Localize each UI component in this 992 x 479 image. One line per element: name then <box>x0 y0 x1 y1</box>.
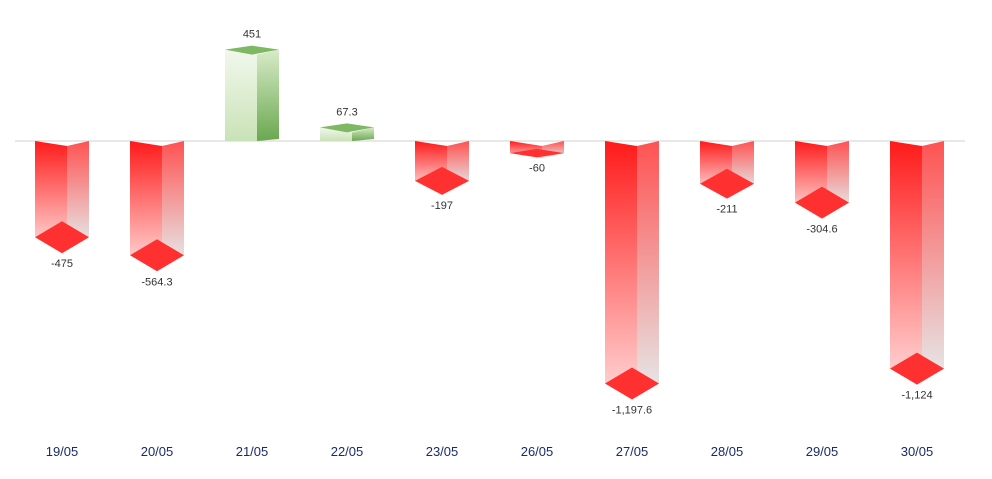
bar-end-cap <box>510 148 564 158</box>
bar-front-face <box>605 141 637 389</box>
bar-end-cap <box>700 168 754 199</box>
bar-22/05 <box>320 123 374 141</box>
bar-value-label: -1,124 <box>901 390 932 402</box>
bar-29/05 <box>795 141 849 219</box>
bar-30/05 <box>890 141 944 385</box>
bar-side-face <box>637 141 659 389</box>
x-tick-label: 28/05 <box>711 444 744 459</box>
bar-27/05 <box>605 141 659 400</box>
bar-front-face <box>35 141 67 243</box>
bar-end-cap <box>890 352 944 385</box>
x-tick-label: 30/05 <box>901 444 934 459</box>
bar-end-cap <box>415 166 469 195</box>
x-tick-label: 22/05 <box>331 444 364 459</box>
bar-value-label: -304.6 <box>806 224 837 236</box>
bar-value-label: 451 <box>243 29 261 41</box>
bar-value-label: -1,197.6 <box>612 405 652 417</box>
x-tick-label: 29/05 <box>806 444 839 459</box>
bar-side-face <box>257 49 279 141</box>
bar-23/05 <box>415 141 469 195</box>
x-tick-label: 27/05 <box>616 444 649 459</box>
bar-28/05 <box>700 141 754 199</box>
bar-front-face <box>890 141 922 374</box>
bar-side-face <box>162 141 184 261</box>
bar-end-cap <box>35 221 89 254</box>
bar-20/05 <box>130 141 184 272</box>
bar-19/05 <box>35 141 89 254</box>
bar-end-cap <box>225 45 279 55</box>
bar-side-face <box>67 141 89 243</box>
bar-value-label: -60 <box>529 162 545 174</box>
x-tick-label: 23/05 <box>426 444 459 459</box>
bar-front-face <box>320 127 352 141</box>
bar-front-face <box>130 141 162 261</box>
x-tick-label: 19/05 <box>46 444 79 459</box>
bar-side-face <box>922 141 944 374</box>
bar-value-label: -211 <box>716 204 737 216</box>
bar-end-cap <box>320 123 374 133</box>
bar-21/05 <box>225 45 279 141</box>
bar-end-cap <box>795 186 849 219</box>
bar-end-cap <box>605 367 659 400</box>
bar-front-face <box>225 49 257 141</box>
x-tick-label: 26/05 <box>521 444 554 459</box>
bar-value-label: -564.3 <box>141 276 172 288</box>
bar-value-label: -197 <box>431 200 453 212</box>
x-tick-label: 21/05 <box>236 444 269 459</box>
bar-side-face <box>352 127 374 141</box>
bar-26/05 <box>510 141 564 159</box>
bar-end-cap <box>130 239 184 272</box>
bar-value-label: 67.3 <box>336 106 357 118</box>
x-tick-label: 20/05 <box>141 444 174 459</box>
bar-value-label: -475 <box>51 258 73 270</box>
bar-side-face <box>827 141 849 208</box>
